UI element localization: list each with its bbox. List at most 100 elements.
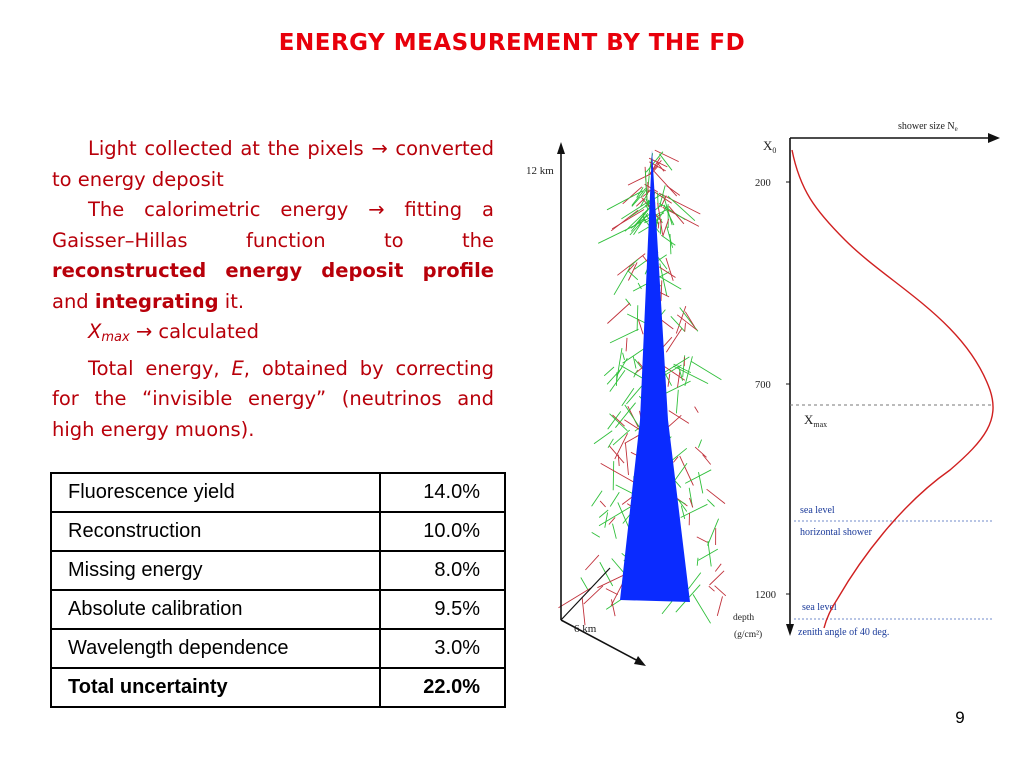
row-label: Absolute calibration xyxy=(50,589,381,630)
slide-title: ENERGY MEASUREMENT BY THE FD xyxy=(278,30,746,56)
particle-track xyxy=(637,282,642,290)
particle-track xyxy=(658,185,666,208)
particle-track xyxy=(635,198,645,207)
particle-track xyxy=(627,172,653,186)
particle-track xyxy=(591,490,603,507)
depth-label: depth xyxy=(733,613,754,623)
particle-track xyxy=(622,352,625,361)
page-number: 9 xyxy=(955,708,965,727)
particle-track xyxy=(714,563,722,572)
shower-size-label: shower size Ne xyxy=(898,121,958,133)
particle-track xyxy=(622,186,643,205)
particle-track xyxy=(697,548,719,561)
particle-track xyxy=(678,500,688,512)
particle-track xyxy=(614,433,629,460)
particle-track xyxy=(644,170,648,203)
particle-track xyxy=(604,512,609,528)
particle-track xyxy=(662,218,670,237)
particle-track xyxy=(667,195,696,222)
particle-track xyxy=(631,188,646,206)
particle-track xyxy=(714,585,727,597)
particle-track xyxy=(624,442,629,476)
paragraph-total-energy: Total energy, E, obtained by correcting … xyxy=(52,356,494,441)
width-axis xyxy=(560,619,641,663)
particle-track xyxy=(698,472,704,494)
table-row: Fluorescence yield 14.0% xyxy=(50,472,506,513)
particle-track xyxy=(593,430,613,445)
particle-track xyxy=(673,363,691,374)
particle-track xyxy=(598,509,609,518)
shower-size-axis-arrow xyxy=(988,133,1000,143)
depth-tick-700: 700 xyxy=(755,380,771,391)
row-label: Reconstruction xyxy=(50,511,381,552)
particle-track xyxy=(617,454,620,467)
particle-track xyxy=(617,253,646,276)
particle-track xyxy=(612,523,617,539)
particle-track xyxy=(684,322,686,332)
particle-track xyxy=(661,356,690,375)
particle-track xyxy=(669,233,672,255)
depth-tick-200: 200 xyxy=(755,178,771,189)
row-value: 8.0% xyxy=(379,550,506,591)
particle-track xyxy=(610,209,639,232)
particle-track xyxy=(633,369,638,378)
particle-track xyxy=(694,446,707,458)
particle-track xyxy=(694,406,699,413)
particle-track xyxy=(677,370,681,388)
particle-track xyxy=(625,337,628,352)
particle-track xyxy=(599,561,614,587)
x0-label: X0 xyxy=(763,138,776,155)
paragraph-xmax: Xmax → calculated xyxy=(88,320,259,345)
table-row: Reconstruction 10.0% xyxy=(50,511,506,552)
particle-track xyxy=(585,554,600,571)
particle-track xyxy=(632,356,637,369)
particle-track xyxy=(633,208,650,227)
height-axis-arrow xyxy=(557,142,565,154)
particle-track xyxy=(659,153,673,171)
width-axis-arrow xyxy=(634,656,646,666)
particle-track xyxy=(607,438,614,449)
particle-track xyxy=(653,190,672,204)
particle-track xyxy=(629,203,650,218)
particle-track xyxy=(684,311,695,328)
particle-track xyxy=(642,212,646,222)
particle-track xyxy=(680,503,708,518)
particle-track xyxy=(631,196,641,207)
total-label: Total uncertainty xyxy=(50,667,381,708)
uncertainty-table: Fluorescence yield 14.0% Reconstruction 10… xyxy=(50,472,506,708)
particle-track xyxy=(675,305,687,334)
particle-track xyxy=(607,302,631,324)
particle-track xyxy=(609,413,628,432)
particle-track xyxy=(668,206,685,225)
zenith-angle-label: zenith angle of 40 deg. xyxy=(798,627,889,638)
table-row: Missing energy 8.0% xyxy=(50,550,506,591)
particle-track xyxy=(659,202,686,220)
particle-track xyxy=(606,190,644,211)
particle-track xyxy=(659,263,668,297)
particle-track xyxy=(609,328,639,344)
particle-track xyxy=(600,463,638,485)
particle-track xyxy=(716,596,723,617)
particle-track xyxy=(658,266,676,278)
paragraph-calorimetric: The calorimetric energy → fitting a Gais… xyxy=(52,198,494,313)
particle-track xyxy=(706,488,726,504)
particle-track xyxy=(637,319,644,335)
particle-track xyxy=(696,557,699,566)
particle-track xyxy=(609,491,620,507)
xmax-label: Xmax xyxy=(804,412,827,429)
particle-track xyxy=(697,439,703,448)
particle-track xyxy=(591,532,601,538)
particle-track xyxy=(629,221,642,236)
row-value: 10.0% xyxy=(379,511,506,552)
particle-track xyxy=(709,570,725,586)
longitudinal-profile-curve xyxy=(791,149,994,629)
shower-core xyxy=(620,150,690,602)
particle-track xyxy=(661,234,676,246)
particle-track xyxy=(679,307,699,332)
particle-track xyxy=(612,461,615,491)
particle-track xyxy=(654,149,679,163)
horizontal-shower-label: horizontal shower xyxy=(800,527,873,538)
body-text: Light collected at the pixels → converte… xyxy=(52,134,494,445)
total-value: 22.0% xyxy=(379,667,506,708)
